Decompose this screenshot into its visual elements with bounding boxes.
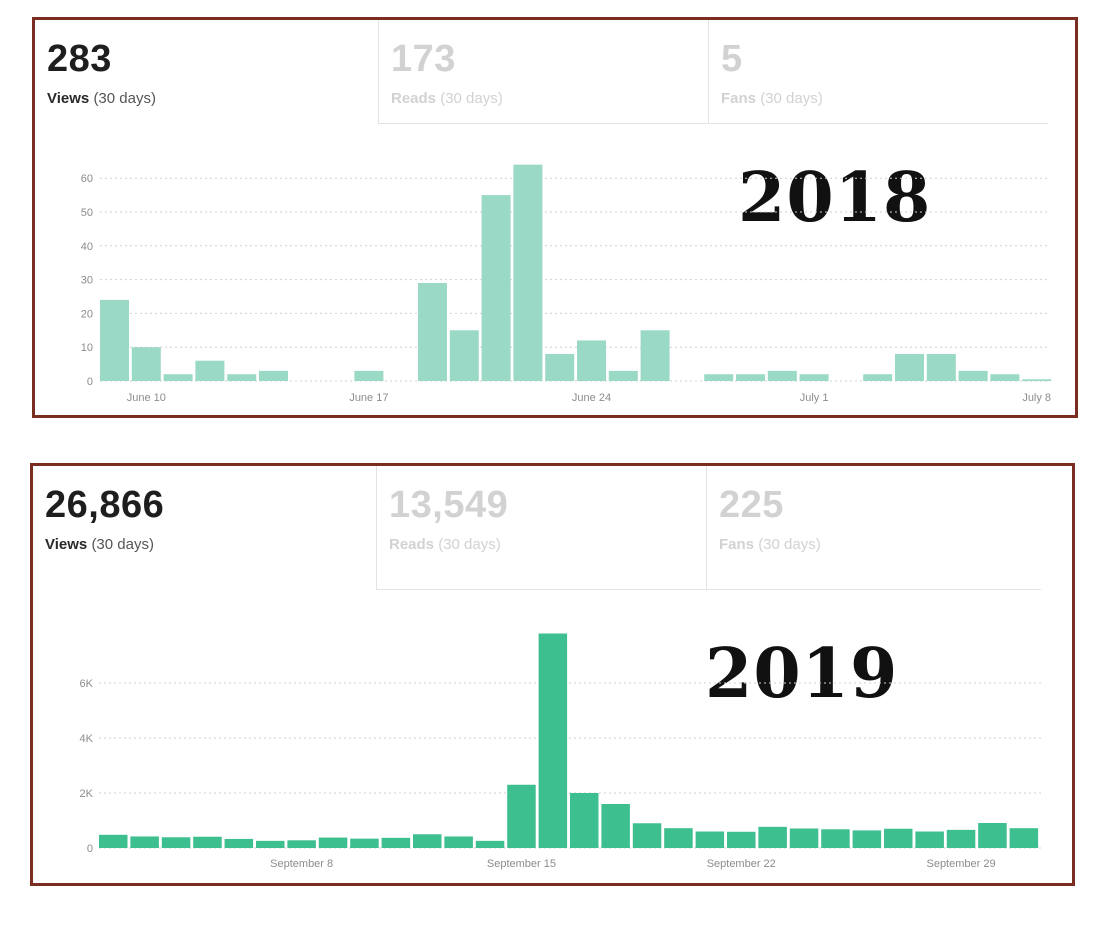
- y-tick-label: 40: [81, 241, 93, 253]
- bar[interactable]: [545, 353, 575, 381]
- x-tick-label: June 17: [349, 392, 388, 404]
- bar[interactable]: [821, 829, 850, 848]
- bar[interactable]: [444, 836, 473, 848]
- bar[interactable]: [799, 374, 829, 381]
- reads-count: 173: [391, 38, 456, 80]
- stats-panel-2018: 283 Views (30 days) 173 Reads (30 days) …: [32, 17, 1078, 418]
- y-tick-label: 6K: [80, 678, 94, 690]
- bar[interactable]: [99, 834, 128, 848]
- views-count: 26,866: [45, 484, 165, 526]
- bar[interactable]: [926, 353, 956, 381]
- bar[interactable]: [695, 831, 725, 849]
- x-tick-label: July 1: [800, 392, 829, 404]
- y-tick-label: 20: [81, 308, 93, 320]
- fans-count: 5: [721, 38, 743, 80]
- bar[interactable]: [318, 837, 348, 848]
- views-label: Views (30 days): [47, 90, 156, 107]
- bar[interactable]: [958, 370, 988, 381]
- bar[interactable]: [195, 360, 225, 381]
- y-tick-label: 2K: [80, 788, 94, 800]
- x-tick-label: September 8: [270, 858, 333, 870]
- bar[interactable]: [664, 828, 693, 848]
- fans-count: 225: [719, 484, 784, 526]
- bar[interactable]: [632, 823, 662, 848]
- y-tick-label: 60: [81, 173, 93, 185]
- bar[interactable]: [736, 374, 765, 381]
- bar[interactable]: [767, 370, 797, 381]
- y-tick-label: 50: [81, 207, 93, 219]
- bar[interactable]: [227, 374, 257, 381]
- bar[interactable]: [570, 793, 599, 848]
- bar[interactable]: [1009, 828, 1039, 848]
- bar[interactable]: [758, 826, 787, 848]
- y-tick-label: 4K: [80, 733, 94, 745]
- y-tick-label: 0: [87, 843, 93, 855]
- views-label: Views (30 days): [45, 536, 154, 553]
- bar[interactable]: [789, 828, 819, 848]
- bar[interactable]: [704, 374, 734, 381]
- bar[interactable]: [350, 838, 379, 848]
- bar[interactable]: [224, 838, 254, 848]
- x-tick-label: June 10: [127, 392, 166, 404]
- bar[interactable]: [418, 282, 447, 381]
- bar[interactable]: [601, 804, 630, 848]
- bar[interactable]: [608, 370, 638, 381]
- bar[interactable]: [475, 840, 505, 848]
- bar[interactable]: [640, 330, 670, 381]
- x-tick-label: September 22: [707, 858, 776, 870]
- stats-panel-2019: 26,866 Views (30 days) 13,549 Reads (30 …: [30, 463, 1075, 886]
- bar[interactable]: [449, 330, 479, 381]
- bar[interactable]: [130, 836, 159, 848]
- x-tick-label: June 24: [572, 392, 611, 404]
- bar[interactable]: [946, 829, 976, 848]
- bar[interactable]: [131, 347, 161, 381]
- bar[interactable]: [727, 831, 756, 848]
- bar[interactable]: [161, 837, 191, 848]
- bar[interactable]: [915, 831, 944, 849]
- bar[interactable]: [513, 164, 543, 381]
- x-tick-label: September 29: [926, 858, 995, 870]
- reads-label: Reads (30 days): [389, 536, 501, 553]
- y-tick-label: 0: [87, 376, 93, 388]
- bar[interactable]: [413, 834, 442, 848]
- bar[interactable]: [507, 784, 536, 848]
- bar[interactable]: [287, 840, 316, 848]
- bar[interactable]: [577, 340, 606, 381]
- bar[interactable]: [990, 374, 1020, 381]
- views-bar-chart-2019: 0 2K 4K 6K September 8 September 15 September …: [80, 633, 1043, 870]
- bar[interactable]: [256, 840, 285, 848]
- x-tick-label: September 15: [487, 858, 556, 870]
- bar[interactable]: [895, 353, 924, 381]
- bar[interactable]: [863, 374, 893, 381]
- bar[interactable]: [538, 633, 568, 849]
- reads-label: Reads (30 days): [391, 90, 503, 107]
- bar[interactable]: [1022, 379, 1052, 381]
- bar[interactable]: [193, 836, 222, 848]
- bar[interactable]: [481, 195, 511, 381]
- bar[interactable]: [381, 837, 411, 848]
- bar[interactable]: [163, 374, 193, 381]
- bar[interactable]: [852, 830, 882, 848]
- bar[interactable]: [978, 822, 1007, 848]
- y-tick-label: 30: [81, 275, 93, 287]
- bar[interactable]: [100, 299, 129, 381]
- reads-count: 13,549: [389, 484, 509, 526]
- reads-stat-tab[interactable]: 173 Reads (30 days): [378, 20, 708, 124]
- views-stat-tab[interactable]: 26,866 Views (30 days): [33, 466, 376, 570]
- views-stat-tab[interactable]: 283 Views (30 days): [35, 20, 378, 124]
- fans-stat-tab[interactable]: 5 Fans (30 days): [708, 20, 1048, 124]
- views-bar-chart-2018: 0 10 20 30 40 50 60 June 10 June 17 June 24 July 1…: [81, 164, 1052, 404]
- bar[interactable]: [354, 370, 384, 381]
- bar[interactable]: [259, 370, 288, 381]
- year-label: 2018: [738, 158, 932, 238]
- year-label: 2019: [705, 634, 899, 714]
- y-tick-label: 10: [81, 342, 93, 354]
- bar[interactable]: [884, 828, 913, 848]
- views-count: 283: [47, 38, 112, 80]
- fans-label: Fans (30 days): [719, 536, 821, 553]
- fans-stat-tab[interactable]: 225 Fans (30 days): [706, 466, 1041, 590]
- x-tick-label: July 8: [1022, 392, 1051, 404]
- reads-stat-tab[interactable]: 13,549 Reads (30 days): [376, 466, 706, 590]
- fans-label: Fans (30 days): [721, 90, 823, 107]
